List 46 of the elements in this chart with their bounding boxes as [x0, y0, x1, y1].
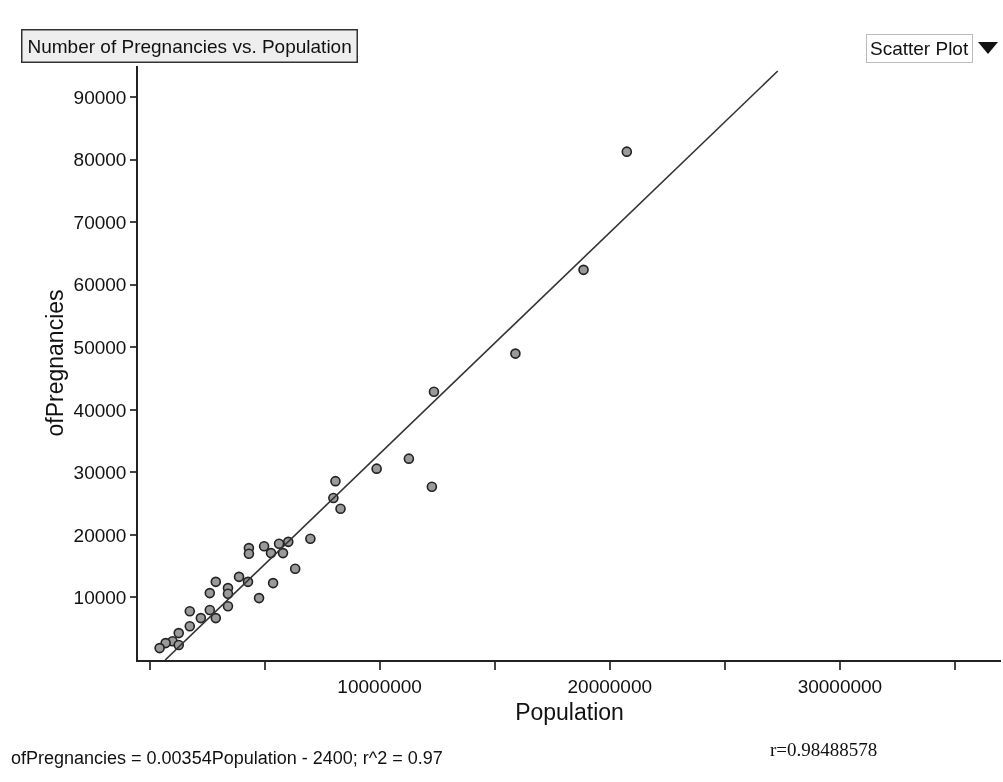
point [335, 503, 346, 514]
y-tick-label: 20000 [73, 524, 127, 546]
point [222, 600, 234, 612]
text: r=0.98488578 [770, 739, 878, 760]
point [204, 604, 216, 616]
point [210, 576, 222, 588]
point [267, 577, 279, 589]
point [253, 592, 265, 604]
x-axis-title: Population [515, 698, 624, 725]
y-tick-label: 90000 [73, 86, 127, 108]
point [621, 146, 633, 157]
point [305, 533, 316, 544]
point [428, 386, 440, 398]
x-tick-label: 30000000 [797, 675, 883, 697]
y-tick-label: 80000 [73, 149, 127, 171]
point [184, 620, 196, 632]
point [154, 642, 165, 654]
text: ofPregnancies = 0.00354Population - 2400; r^2 = 0.97 [11, 748, 443, 768]
y-tick-label: 40000 [73, 399, 127, 421]
point [184, 605, 196, 617]
y-tick-label: 70000 [73, 211, 127, 233]
point [233, 571, 245, 583]
text: Scatter Plot [870, 38, 969, 59]
point [371, 463, 382, 474]
x-tick-label: 10000000 [337, 675, 422, 697]
point [195, 612, 207, 624]
chart-title: Number of Pregnancies vs. Population [27, 35, 352, 57]
point [330, 475, 341, 487]
point [403, 453, 415, 464]
y-tick-label: 60000 [73, 274, 127, 296]
point [277, 547, 289, 559]
point [273, 538, 285, 549]
y-tick-label: 30000 [73, 462, 127, 484]
point [510, 348, 521, 359]
point [289, 563, 301, 575]
point [578, 264, 589, 276]
point [243, 548, 255, 560]
y-axis-title: ofPregnancies [41, 289, 68, 437]
x-tick-label: 20000000 [567, 675, 653, 697]
point [258, 540, 270, 552]
y-tick-label: 10000 [73, 587, 127, 609]
point [210, 612, 222, 624]
point [426, 481, 438, 493]
point [173, 627, 185, 639]
y-tick-label: 50000 [73, 337, 127, 359]
point [204, 587, 216, 599]
